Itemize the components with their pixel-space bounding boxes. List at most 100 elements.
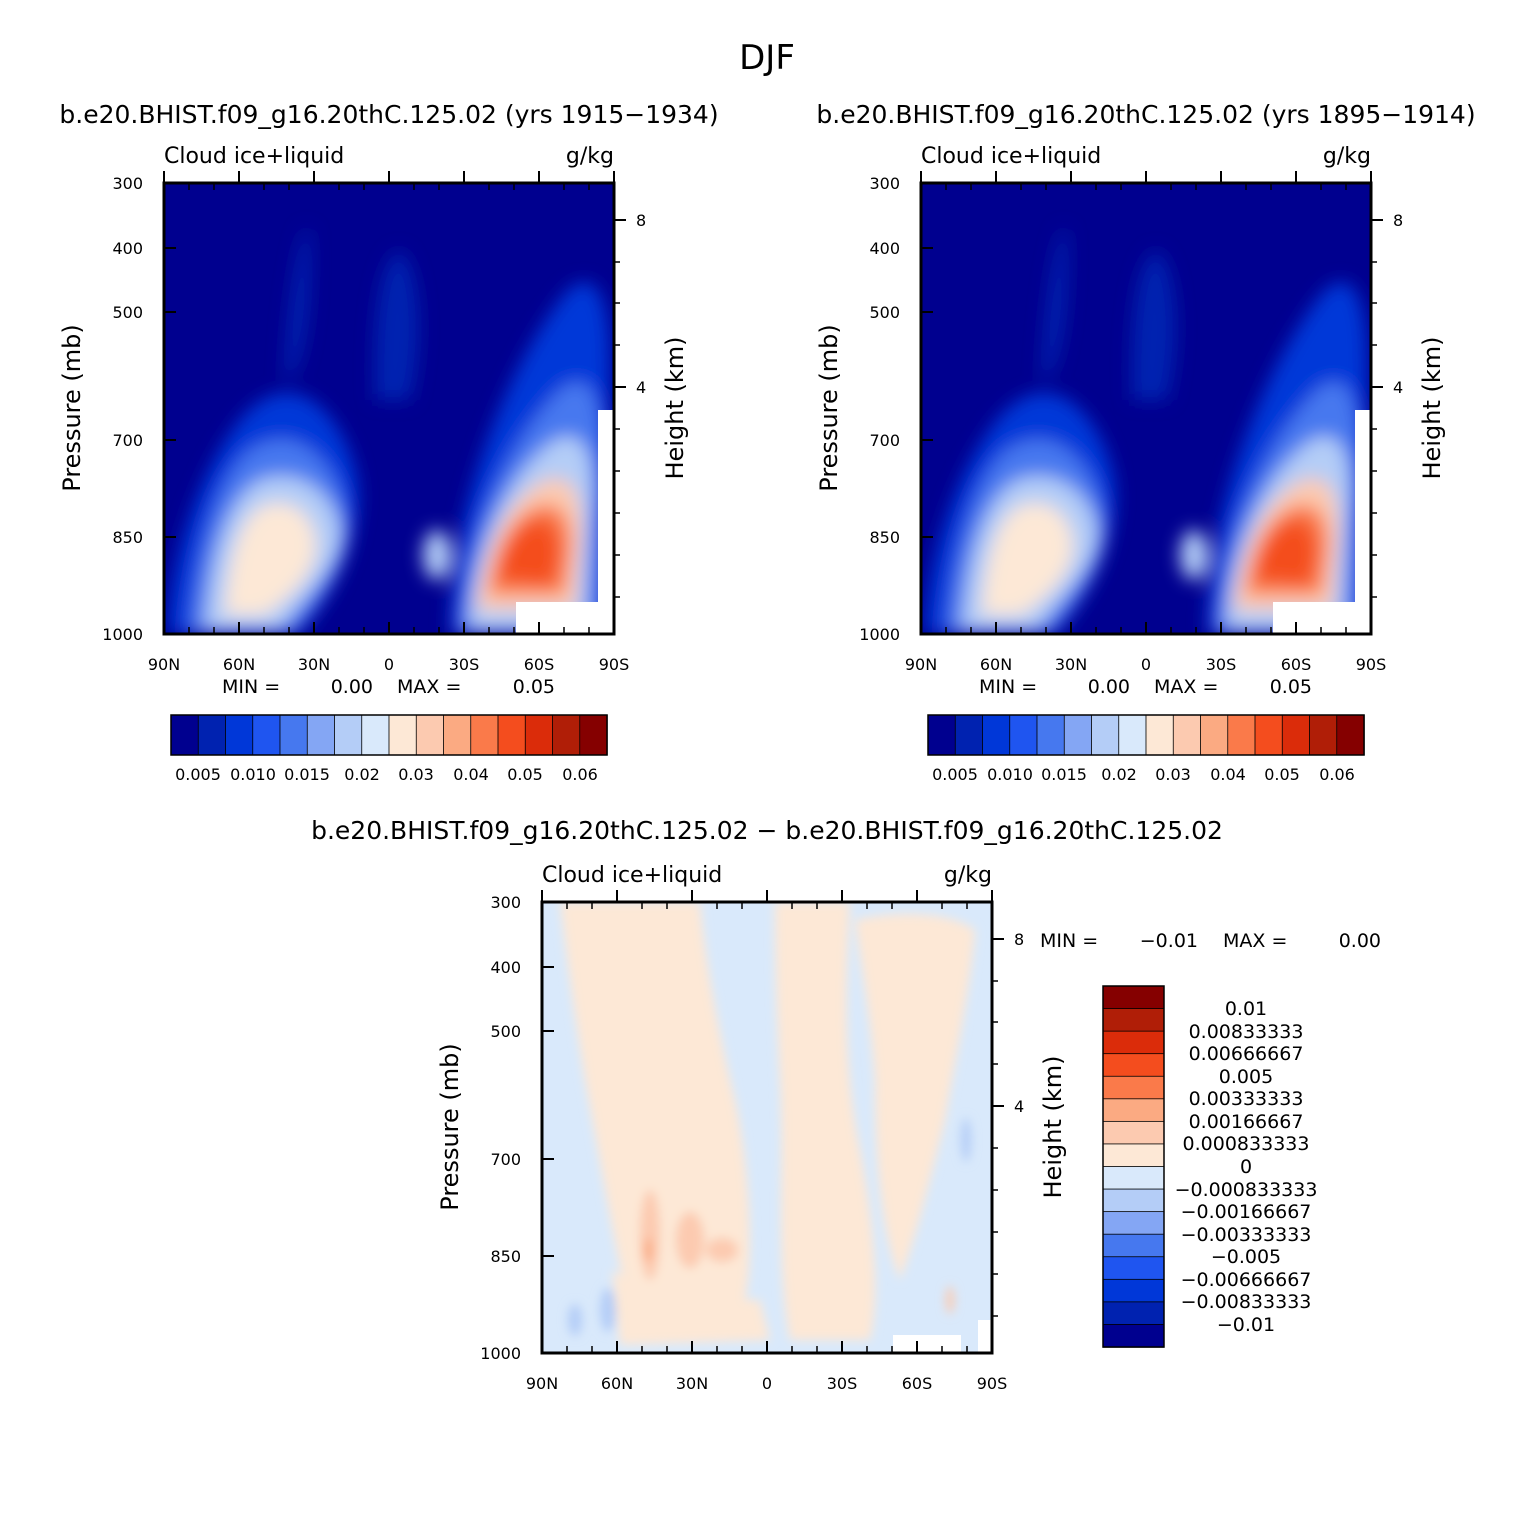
x-tick-label: 30N [676,1374,708,1393]
y-tick-label: 1000 [480,1344,521,1363]
colorbar-label: 0.00833333 [1189,1021,1304,1043]
y-tick-label: 850 [112,528,143,547]
x-tick-label: 0 [384,655,394,674]
x-tick-label: 60N [601,1374,633,1393]
colorbar-swatch [1102,1188,1165,1213]
y2-tick-label: 4 [1393,378,1403,397]
field-plot [921,183,1371,634]
colorbar-label: 0.01 [1225,998,1267,1020]
colorbar-frame [927,714,1365,756]
colorbar-swatch [1102,1256,1165,1281]
colorbar-swatch [1118,714,1147,756]
y-axis-label: Pressure (mb) [815,324,843,491]
colorbar-label: 0.00666667 [1189,1043,1304,1065]
colorbar-label: 0 [1240,1156,1252,1178]
colorbar-label: 0.06 [1319,765,1355,784]
x-tick-label: 60S [902,1374,933,1393]
colorbar-label: −0.01 [1217,1314,1275,1336]
colorbar-swatch [1102,1324,1165,1348]
panel-difference: b.e20.BHIST.f09_g16.20thC.125.02 − b.e20… [311,816,1381,1393]
colorbar-labels: 0.01 0.00833333 0.00666667 0.005 0.00333… [1175,998,1318,1336]
colorbar-swatch [1036,714,1065,756]
colorbar: 0.005 0.010 0.015 0.02 0.03 0.04 0.05 0.… [170,714,608,784]
colorbar-label: −0.00833333 [1181,1291,1312,1313]
colorbar-swatch [415,714,445,756]
y-tick-label: 500 [112,303,143,322]
y-tick-label: 500 [490,1022,521,1041]
colorbar-swatch [1102,1030,1165,1055]
panel-units: g/kg [566,144,614,169]
y-tick-labels: 300 400 500 700 850 1000 8 4 [859,174,1403,644]
panel-case-title: b.e20.BHIST.f09_g16.20thC.125.02 − b.e20… [311,816,1223,845]
y-tick-label: 850 [869,528,900,547]
colorbar-swatch [170,714,199,756]
y-tick-labels: 300 400 500 700 850 1000 8 4 [480,893,1024,1363]
field-contours [925,227,1369,634]
y-tick-label: 850 [490,1247,521,1266]
colorbar-label: 0.000833333 [1183,1133,1310,1155]
colorbar-swatch [1009,714,1038,756]
colorbar-label: 0.00333333 [1189,1088,1304,1110]
panel-left-string: Cloud ice+liquid [921,144,1101,169]
panel-left-string: Cloud ice+liquid [542,863,722,888]
min-value: 0.00 [1088,676,1130,698]
max-label: MAX = [1223,930,1287,952]
colorbar-label: −0.00166667 [1181,1201,1312,1223]
min-max-readout: MIN = 0.00 MAX = 0.05 [222,676,555,698]
field-contours [560,902,975,1345]
colorbar-swatch [252,714,281,756]
field-blob [961,1118,971,1162]
x-tick-label: 90S [977,1374,1008,1393]
field-blob [644,1238,652,1262]
colorbar-swatch [982,714,1011,756]
min-value: 0.00 [331,676,373,698]
field-blob [498,520,560,585]
colorbar-label: −0.00666667 [1181,1269,1312,1291]
colorbar-label: 0.06 [562,765,598,784]
y-axis-ticks [921,182,1383,635]
field-blob [640,1190,660,1280]
colorbar-swatch [1102,1143,1165,1168]
colorbar-swatch [1172,714,1202,756]
colorbar-swatch [1281,714,1311,756]
colorbar-swatch [197,714,227,756]
colorbar-swatch [279,714,308,756]
colorbar-label: 0.005 [1219,1066,1273,1088]
panel-case-title: b.e20.BHIST.f09_g16.20thC.125.02 (yrs 18… [816,100,1475,129]
y-tick-label: 700 [490,1150,521,1169]
max-label: MAX = [397,676,461,698]
page-title: DJF [739,38,795,78]
colorbar-swatch [1254,714,1283,756]
colorbar: 0.005 0.010 0.015 0.02 0.03 0.04 0.05 0.… [927,714,1365,784]
field-blob [946,1286,954,1314]
colorbar-label: 0.005 [932,765,978,784]
min-value: −0.01 [1140,930,1198,952]
field-contours [168,227,612,634]
min-max-readout: MIN = 0.00 MAX = 0.05 [979,676,1312,698]
field-blob [1131,250,1176,400]
y-axis-label: Pressure (mb) [58,324,86,491]
panel-top-left: b.e20.BHIST.f09_g16.20thC.125.02 (yrs 19… [58,100,719,784]
colorbar-swatch [306,714,336,756]
y2-tick-label: 8 [1014,930,1024,949]
colorbar-swatch [1336,714,1365,756]
field-blob [775,902,876,1340]
panel-units: g/kg [944,863,992,888]
y-tick-label: 400 [112,239,143,258]
x-axis-ticks [163,171,615,634]
colorbar-swatch [1227,714,1256,756]
y-tick-labels: 300 400 500 700 850 1000 8 4 [102,174,646,644]
field-gap [1273,602,1371,634]
colorbar-swatch [552,714,581,756]
x-tick-label: 90N [905,655,937,674]
x-tick-label: 90S [1356,655,1387,674]
x-tick-label: 30N [298,655,330,674]
colorbar-swatch [1102,985,1165,1010]
colorbar-label: 0.005 [175,765,221,784]
x-tick-label: 30S [449,655,480,674]
colorbar-label: 0.010 [987,765,1033,784]
min-label: MIN = [222,676,280,698]
colorbar-labels: 0.005 0.010 0.015 0.02 0.03 0.04 0.05 0.… [932,765,1355,784]
x-tick-label: 60N [223,655,255,674]
